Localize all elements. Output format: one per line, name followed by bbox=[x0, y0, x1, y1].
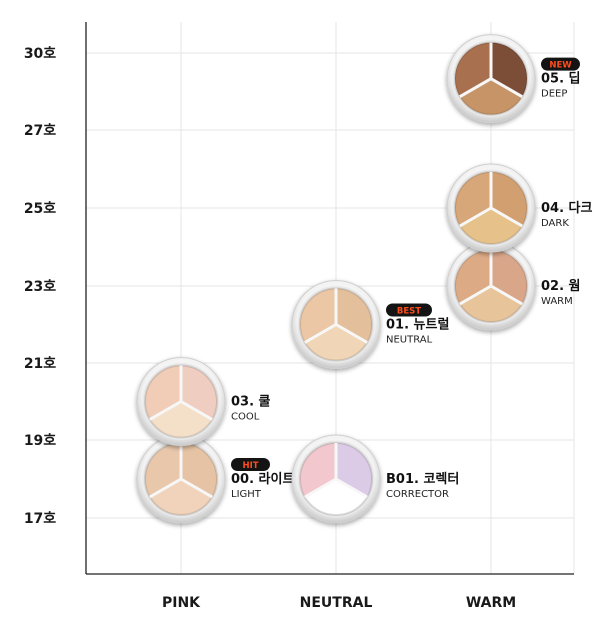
product-english-label: CORRECTOR bbox=[386, 489, 449, 500]
pan-divider bbox=[335, 323, 368, 344]
product-compact: B01. 코렉터 CORRECTOR bbox=[291, 434, 459, 524]
pan-divider bbox=[459, 206, 492, 228]
product-name-label: 03. 쿨 bbox=[231, 395, 271, 410]
product-compact: 04. 다크 DARK bbox=[446, 163, 593, 253]
pan-divider bbox=[490, 284, 523, 306]
product-name-label: 01. 뉴트럴 bbox=[386, 318, 449, 333]
pan-divider bbox=[180, 477, 213, 499]
x-category-label: NEUTRAL bbox=[300, 595, 373, 611]
product-name-label: 04. 다크 bbox=[541, 200, 593, 216]
product-name-label: 00. 라이트 bbox=[231, 471, 294, 487]
badge-pill bbox=[541, 57, 580, 71]
product-english-label: WARM bbox=[541, 296, 573, 307]
x-category-label: WARM bbox=[466, 595, 516, 611]
y-tick-label: 21호 bbox=[24, 356, 56, 372]
pan-divider bbox=[304, 323, 337, 344]
badge-label: BEST bbox=[397, 306, 421, 316]
product-english-label: LIGHT bbox=[231, 489, 262, 500]
badge-pill bbox=[231, 458, 270, 471]
y-tick-label: 25호 bbox=[24, 201, 56, 217]
pan-divider bbox=[149, 477, 182, 499]
product-english-label: DEEP bbox=[541, 89, 567, 100]
x-category-label: PINK bbox=[162, 595, 201, 611]
product-compact: BEST 01. 뉴트럴 NEUTRAL bbox=[291, 280, 449, 369]
x-axis-labels: PINK NEUTRAL WARM bbox=[162, 595, 516, 611]
y-tick-label: 27호 bbox=[24, 123, 56, 139]
product-name-label: 05. 딥 bbox=[541, 72, 581, 87]
product-compact: 03. 쿨 COOL bbox=[136, 357, 271, 446]
pan-divider bbox=[180, 400, 213, 421]
product-english-label: COOL bbox=[231, 412, 260, 423]
product-name-label: B01. 코렉터 bbox=[386, 471, 459, 487]
y-axis-labels: 17호 19호 21호 23호 25호 27호 30호 bbox=[24, 46, 56, 527]
pan-divider bbox=[149, 400, 182, 421]
product-english-label: DARK bbox=[541, 218, 569, 229]
pan-divider bbox=[459, 77, 492, 98]
badge-label: HIT bbox=[242, 461, 258, 471]
y-tick-label: 30호 bbox=[24, 46, 56, 62]
pan-divider bbox=[335, 477, 368, 499]
pan-divider bbox=[490, 77, 523, 98]
product-compact: 02. 웜 WARM bbox=[446, 241, 581, 331]
product-name-label: 02. 웜 bbox=[541, 278, 581, 294]
pan-shadow bbox=[454, 41, 528, 116]
y-tick-label: 23호 bbox=[24, 279, 56, 295]
pan-divider bbox=[304, 477, 337, 499]
y-tick-label: 17호 bbox=[24, 511, 56, 527]
y-tick-label: 19호 bbox=[24, 433, 56, 449]
badge-pill bbox=[386, 303, 432, 317]
axes bbox=[85, 22, 574, 575]
pan-divider bbox=[490, 206, 523, 228]
pan-divider bbox=[459, 284, 492, 306]
product-english-label: NEUTRAL bbox=[386, 335, 433, 346]
badge-label: NEW bbox=[549, 60, 572, 70]
product-compact: NEW 05. 딥 DEEP bbox=[446, 34, 581, 124]
